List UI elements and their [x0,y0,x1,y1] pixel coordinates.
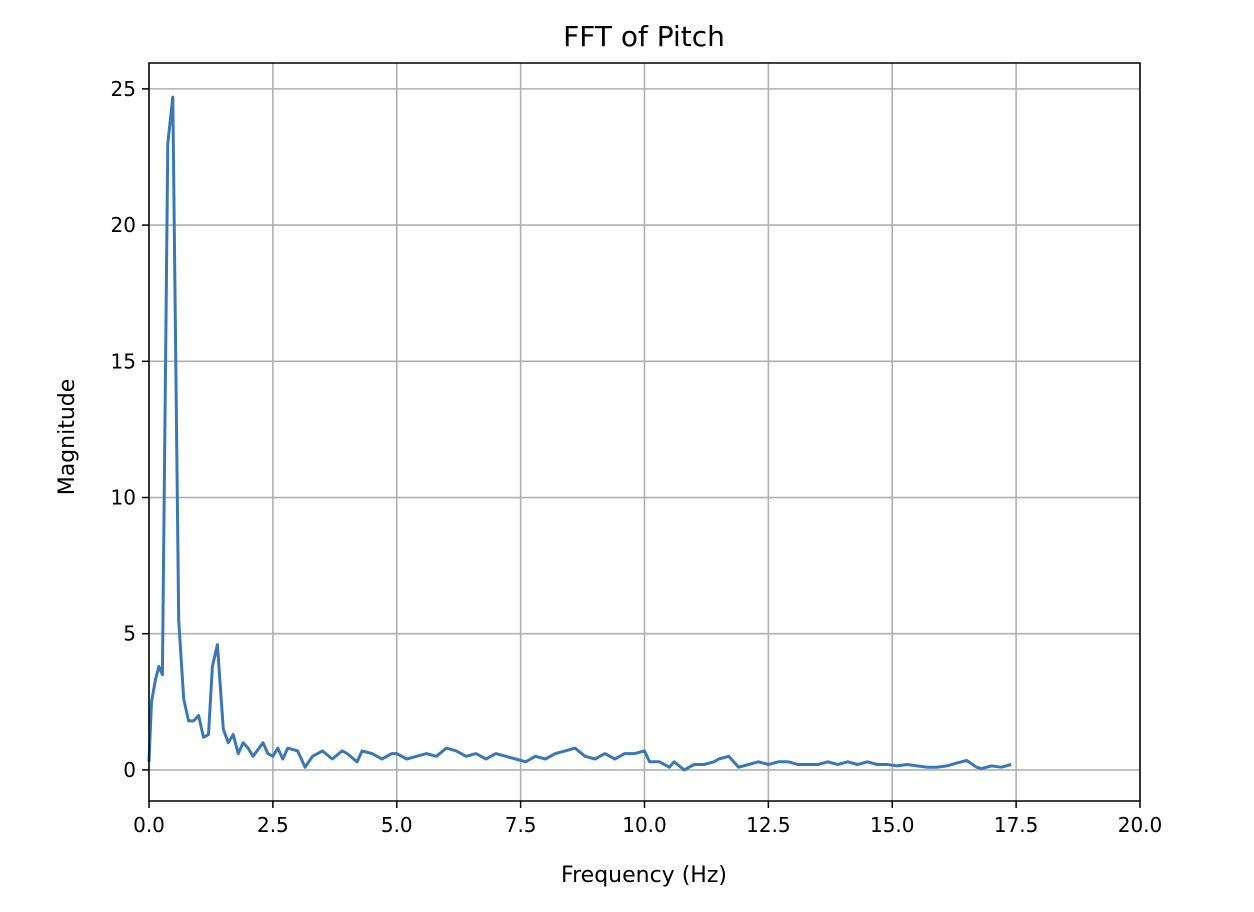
x-axis-ticks: 0.0 2.5 5.0 7.5 10.0 12.5 15.0 17.5 20.0 [133,801,1162,837]
series-layer [147,95,1012,772]
grid [148,63,1141,801]
y-axis-ticks: 0 5 10 15 20 25 [111,77,149,782]
y-tick-label: 15 [111,349,136,373]
x-tick-label: 15.0 [870,813,915,837]
x-tick-label: 2.5 [257,813,289,837]
x-tick-label: 20.0 [1118,813,1163,837]
y-tick-label: 0 [123,758,136,782]
y-axis-label: Magnitude [55,379,80,496]
x-tick-label: 17.5 [994,813,1039,837]
y-tick-label: 10 [111,486,136,510]
x-tick-label: 10.0 [622,813,667,837]
series-line [147,95,1012,772]
x-tick-label: 0.0 [133,813,165,837]
x-tick-label: 5.0 [381,813,413,837]
x-tick-label: 7.5 [505,813,537,837]
x-tick-label: 12.5 [746,813,791,837]
y-tick-label: 20 [111,213,136,237]
y-tick-label: 25 [111,77,136,101]
y-tick-label: 5 [123,622,136,646]
x-axis-label: Frequency (Hz) [561,863,727,888]
chart-title: FFT of Pitch [563,20,725,53]
